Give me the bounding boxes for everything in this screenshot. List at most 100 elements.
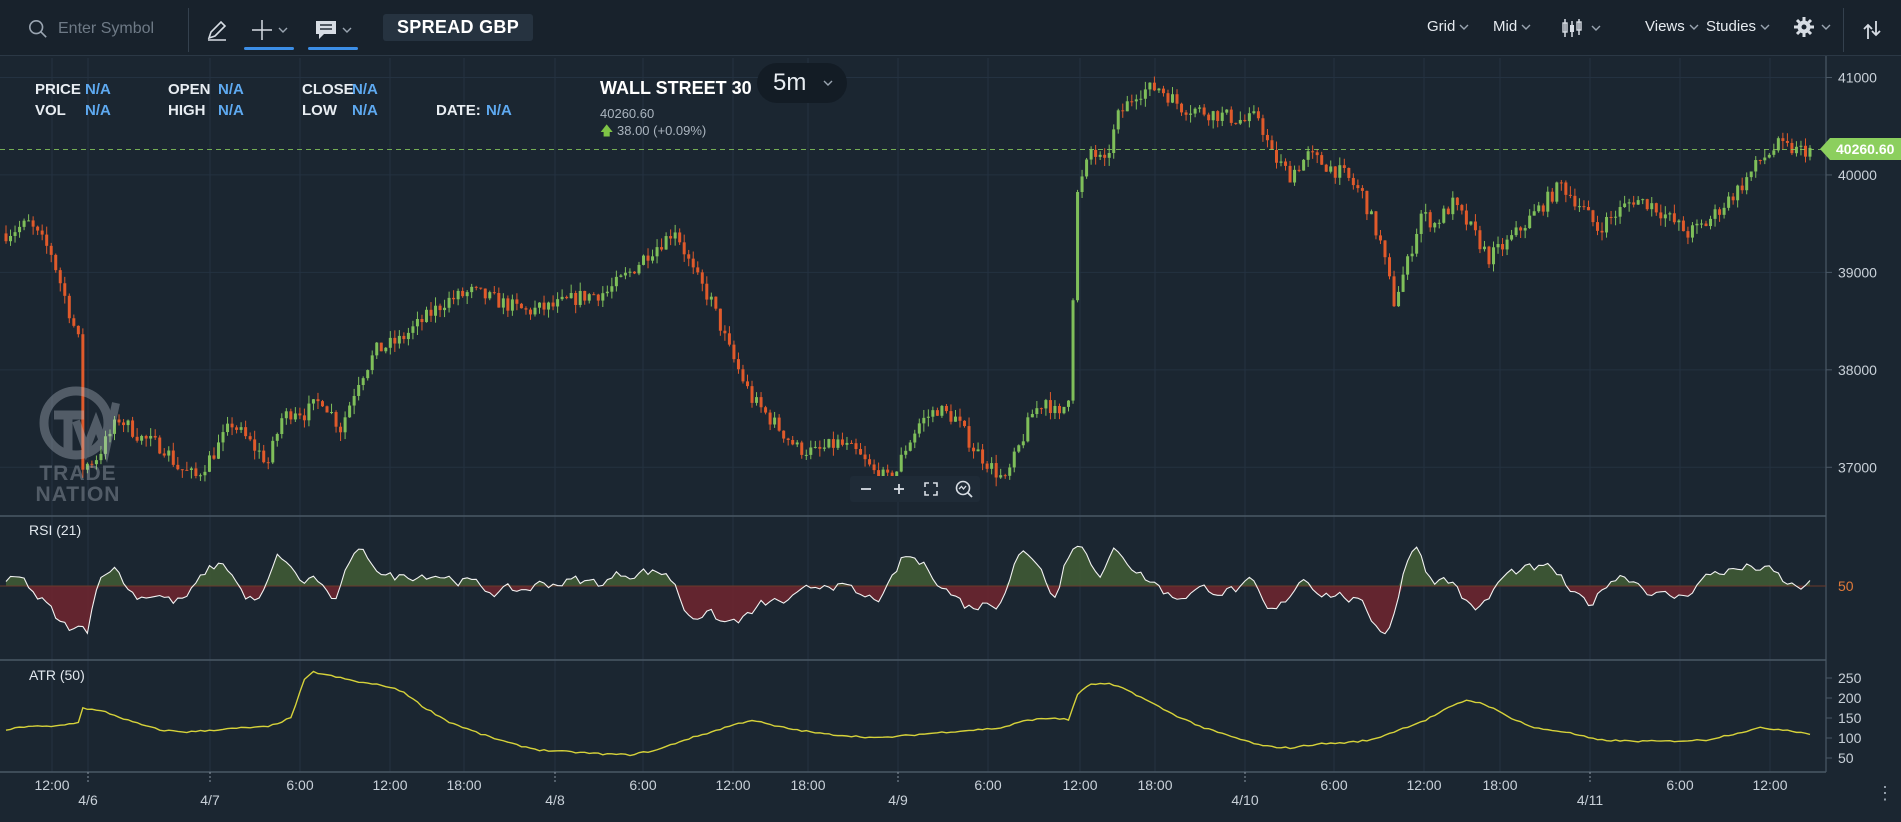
candle-body [515, 299, 519, 304]
export-button[interactable] [1852, 10, 1892, 50]
candle-body [13, 232, 17, 236]
candle-body [1482, 246, 1486, 250]
candle-body [406, 332, 410, 340]
price-axis-label: 38000 [1838, 362, 1877, 378]
candle-body [972, 447, 976, 452]
candle-body [1306, 151, 1310, 160]
candle-body [461, 290, 465, 297]
candle-body [438, 305, 442, 311]
candle-body [1008, 467, 1012, 476]
time-axis-label: 6:00 [974, 777, 1001, 793]
close-label: CLOSE [302, 81, 354, 98]
candle-body [1202, 107, 1206, 115]
candle-body [651, 256, 655, 261]
candle-body [1636, 200, 1640, 205]
symbol-search-input[interactable] [58, 20, 178, 38]
candle-body [1189, 113, 1193, 115]
time-axis-label: 12:00 [715, 777, 750, 793]
candle-body [352, 395, 356, 406]
candle-body [1284, 161, 1288, 166]
candle-body [1085, 159, 1089, 177]
instrument-change-value: 38.00 (+0.09%) [617, 123, 707, 138]
candle-body [1618, 207, 1622, 217]
candle-body [18, 226, 22, 233]
symbol-search[interactable] [28, 14, 178, 44]
candle-body [1333, 166, 1337, 178]
mid-menu-label: Mid [1493, 18, 1518, 35]
time-axis-label: 12:00 [1406, 777, 1441, 793]
chart-type-menu[interactable] [1561, 17, 1601, 39]
toolbar-divider [1843, 8, 1844, 52]
candle-body [144, 435, 148, 439]
candle-body [244, 427, 248, 437]
candle-body [185, 469, 189, 471]
candle-body [1808, 147, 1812, 157]
candle-body [1311, 151, 1315, 153]
views-menu[interactable]: Views [1645, 18, 1699, 35]
candle-body [1067, 400, 1071, 407]
mid-menu[interactable]: Mid [1493, 18, 1531, 35]
minus-icon [861, 488, 872, 490]
candle-body [1229, 109, 1233, 123]
candle-body [881, 469, 885, 483]
active-indicator [244, 47, 294, 50]
candle-body [85, 463, 89, 470]
candle-body [1347, 167, 1351, 178]
candle-body [257, 450, 261, 452]
date-axis-label: 4/11 [1577, 792, 1603, 808]
candle-body [1650, 203, 1654, 210]
chevron-down-icon [278, 27, 288, 33]
fit-screen-button[interactable] [918, 478, 944, 500]
candle-body [660, 247, 664, 250]
candle-body [976, 449, 980, 452]
candle-body [533, 307, 537, 315]
candle-body [999, 475, 1003, 478]
candle-body [1785, 140, 1789, 143]
candle-body [1238, 119, 1242, 124]
candle-body [1062, 406, 1066, 414]
candle-body [1754, 160, 1758, 172]
chart-area[interactable]: 41000 40000 39000 38000 37000 50 250 200 150 100 5… [0, 56, 1901, 822]
candle-body [705, 283, 709, 300]
more-options-icon[interactable]: ⋮ [1876, 783, 1894, 803]
candle-body [601, 293, 605, 301]
candle-body [727, 333, 731, 345]
timeframe-selector[interactable]: 5m [757, 63, 847, 103]
candle-body [1021, 441, 1025, 446]
candle-body [637, 264, 641, 274]
candle-body [1415, 233, 1419, 254]
settings-menu[interactable] [1793, 16, 1831, 38]
candle-body [330, 412, 334, 414]
active-indicator [308, 47, 358, 50]
candle-body [836, 439, 840, 448]
candle-body [325, 406, 329, 413]
candle-body [1388, 257, 1392, 277]
candle-body [1107, 153, 1111, 158]
candle-body [1406, 256, 1410, 275]
candle-body [90, 463, 94, 465]
candle-body [795, 442, 799, 445]
candle-body [587, 294, 591, 301]
chevron-down-icon [1689, 24, 1699, 30]
zoom-in-button[interactable] [886, 478, 912, 500]
studies-menu[interactable]: Studies [1706, 18, 1770, 35]
candle-body [578, 290, 582, 305]
candle-body [669, 236, 673, 239]
candle-body [931, 410, 935, 417]
zoom-out-button[interactable] [853, 478, 879, 500]
date-label: DATE: [436, 102, 481, 119]
chart-canvas[interactable]: 41000 40000 39000 38000 37000 50 250 200 150 100 5… [0, 56, 1901, 822]
candle-body [1605, 216, 1609, 233]
account-mode-badge: SPREAD GBP [383, 14, 534, 41]
candle-body [465, 292, 469, 297]
draw-tool-button[interactable] [200, 10, 234, 50]
candle-body [397, 335, 401, 344]
chevron-down-icon [1459, 24, 1469, 30]
crosshair-tool-button[interactable] [244, 10, 294, 50]
grid-menu[interactable]: Grid [1427, 18, 1469, 35]
candle-body [646, 255, 650, 261]
annotation-tool-button[interactable] [308, 10, 358, 50]
candle-body [904, 450, 908, 455]
candle-body [1302, 159, 1306, 171]
zoom-reset-button[interactable] [951, 478, 977, 500]
